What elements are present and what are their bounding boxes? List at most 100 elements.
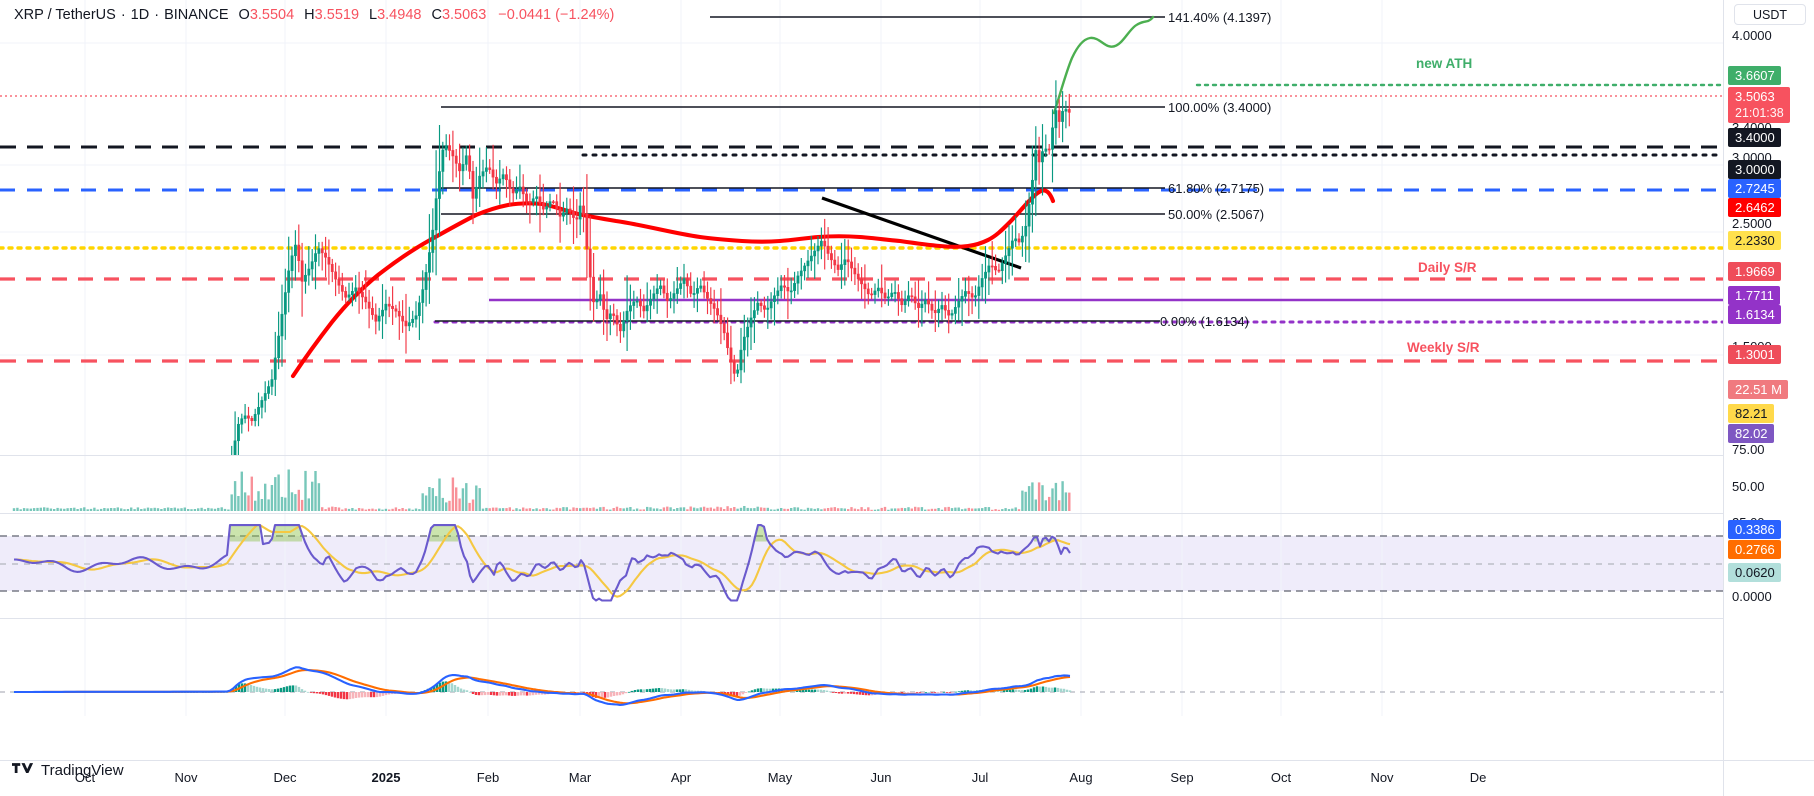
pane-separator-rsi (0, 513, 1723, 514)
volume-pane[interactable] (0, 455, 1723, 513)
macd-signal-level[interactable]: 0.2766 (1728, 540, 1781, 559)
fib-0-label: 0.00% (1.6134) (1160, 314, 1249, 329)
volume-level[interactable]: 22.51 M (1728, 380, 1788, 399)
fib-50-label: 50.00% (2.5067) (1168, 207, 1265, 222)
legend-exchange[interactable]: BINANCE (164, 7, 229, 23)
time-tick: Jul (971, 770, 989, 785)
new-ath-label: new ATH (1416, 56, 1473, 71)
macd-level[interactable]: 0.3386 (1728, 520, 1781, 539)
candlestick-series (231, 80, 1071, 455)
legend-high: H3.5519 (304, 7, 359, 23)
purple-solid-level-value: 1.7711 (1735, 288, 1774, 303)
volume-gridlines (84, 455, 1383, 513)
rsi-band-fill (0, 536, 1723, 591)
time-tick: Nov (1370, 770, 1394, 785)
macd-level-value: 0.3386 (1735, 522, 1775, 537)
price-tick: 4.0000 (1732, 28, 1772, 43)
macd-hist-level[interactable]: 0.0620 (1728, 563, 1781, 582)
trendline-downward (821, 196, 1022, 270)
price-scale[interactable]: USDT 4.00003.40003.00002.50001.5000100.0… (1723, 0, 1814, 760)
fib-618-level-value: 2.7245 (1735, 181, 1775, 196)
rsi-pane[interactable] (0, 513, 1723, 618)
time-tick: Jun (870, 770, 892, 785)
horizontal-gridlines (0, 42, 1723, 356)
new-ath-level[interactable]: 3.6607 (1728, 66, 1781, 85)
macd-hist-level-value: 0.0620 (1735, 565, 1775, 580)
legend-separator-2: · (154, 7, 160, 23)
countdown-timer: 21:01:38 (1735, 106, 1784, 120)
fib-100-level[interactable]: 3.4000 (1728, 128, 1781, 147)
weekly-sr-label: Weekly S/R (1407, 340, 1480, 355)
macd-gridlines (84, 618, 1383, 716)
legend-close-value: 3.5063 (441, 7, 487, 23)
fib-1414-label: 141.40% (4.1397) (1168, 10, 1272, 25)
chart-legend[interactable]: XRP / TetherUS · 1D · BINANCE O3.5504 H3… (14, 5, 614, 25)
legend-open-value: 3.5504 (249, 7, 295, 23)
level-3000[interactable]: 3.0000 (1728, 160, 1781, 179)
time-tick: De (1469, 770, 1487, 785)
time-tick: Nov (174, 770, 198, 785)
rsi-ma-line (14, 524, 1071, 598)
legend-low-value: 3.4948 (377, 7, 422, 23)
time-tick: May (767, 770, 793, 785)
tradingview-logo-icon (12, 763, 34, 773)
legend-open: O3.5504 (239, 7, 295, 23)
price-pane[interactable] (0, 0, 1723, 455)
legend-symbol[interactable]: XRP / TetherUS (14, 7, 116, 23)
last-price[interactable]: 3.5063 21:01:38 (1728, 87, 1790, 123)
currency-badge[interactable]: USDT (1734, 4, 1806, 25)
time-tick: Sep (1170, 770, 1194, 785)
legend-low-key: L (369, 7, 378, 23)
rsi-line (13, 524, 1071, 602)
level-3000-value: 3.0000 (1735, 162, 1775, 177)
rsi-level-value: 82.02 (1735, 426, 1768, 441)
legend-close: C3.5063 (431, 7, 486, 23)
price-tick: 50.00 (1732, 479, 1765, 494)
legend-open-key: O (238, 7, 250, 23)
price-chart-svg (0, 0, 1723, 455)
vertical-gridlines (84, 0, 1383, 455)
ma-level[interactable]: 2.6462 (1728, 198, 1781, 217)
time-scale[interactable]: Oct Nov Dec 2025 Feb Mar Apr May Jun Jul Aug Sep Oct… (0, 760, 1723, 796)
daily-sr-label: Daily S/R (1418, 260, 1477, 275)
time-tick: Aug (1069, 770, 1093, 785)
time-tick: Feb (476, 770, 500, 785)
macd-signal-line (14, 668, 1071, 705)
legend-change: −0.0441 (−1.24%) (498, 7, 615, 23)
forecast-projection-line (1052, 15, 1155, 115)
volume-chart-svg (12, 455, 1383, 513)
legend-high-value: 3.5519 (314, 7, 360, 23)
daily-sr-level-value: 1.9669 (1735, 264, 1775, 279)
weekly-sr-level[interactable]: 1.3001 (1728, 345, 1781, 364)
daily-sr-level[interactable]: 1.9669 (1728, 262, 1781, 281)
fib-100-level-value: 3.4000 (1735, 130, 1775, 145)
rsi-ma-level[interactable]: 82.21 (1728, 404, 1774, 423)
fib-0-level-value: 1.6134 (1735, 307, 1775, 322)
price-tick: 0.0000 (1732, 589, 1772, 604)
fib-100-label: 100.00% (3.4000) (1168, 100, 1272, 115)
legend-close-key: C (431, 7, 442, 23)
volume-bars (12, 469, 1071, 511)
fib-618-level[interactable]: 2.7245 (1728, 179, 1781, 198)
rsi-overbought-fill (230, 525, 1055, 542)
fib-0-level[interactable]: 1.6134 (1728, 305, 1781, 324)
macd-pane[interactable] (0, 618, 1723, 716)
legend-low: L3.4948 (369, 7, 421, 23)
yellow-level[interactable]: 2.2330 (1728, 231, 1781, 250)
rsi-chart-svg (0, 513, 1723, 618)
macd-signal-level-value: 0.2766 (1735, 542, 1775, 557)
time-tick: Mar (568, 770, 592, 785)
legend-high-key: H (304, 7, 315, 23)
legend-interval[interactable]: 1D (130, 7, 150, 23)
time-tick: 2025 (371, 770, 401, 785)
pane-separator-volume (0, 455, 1723, 456)
tradingview-branding[interactable]: TradingView (12, 762, 124, 779)
time-tick: Apr (670, 770, 692, 785)
purple-solid-level[interactable]: 1.7711 (1728, 286, 1780, 305)
time-tick: Oct (74, 770, 96, 785)
weekly-sr-level-value: 1.3001 (1735, 347, 1775, 362)
rsi-level[interactable]: 82.02 (1728, 424, 1774, 443)
rsi-ma-level-value: 82.21 (1735, 406, 1768, 421)
time-scale-corner (1723, 760, 1814, 796)
